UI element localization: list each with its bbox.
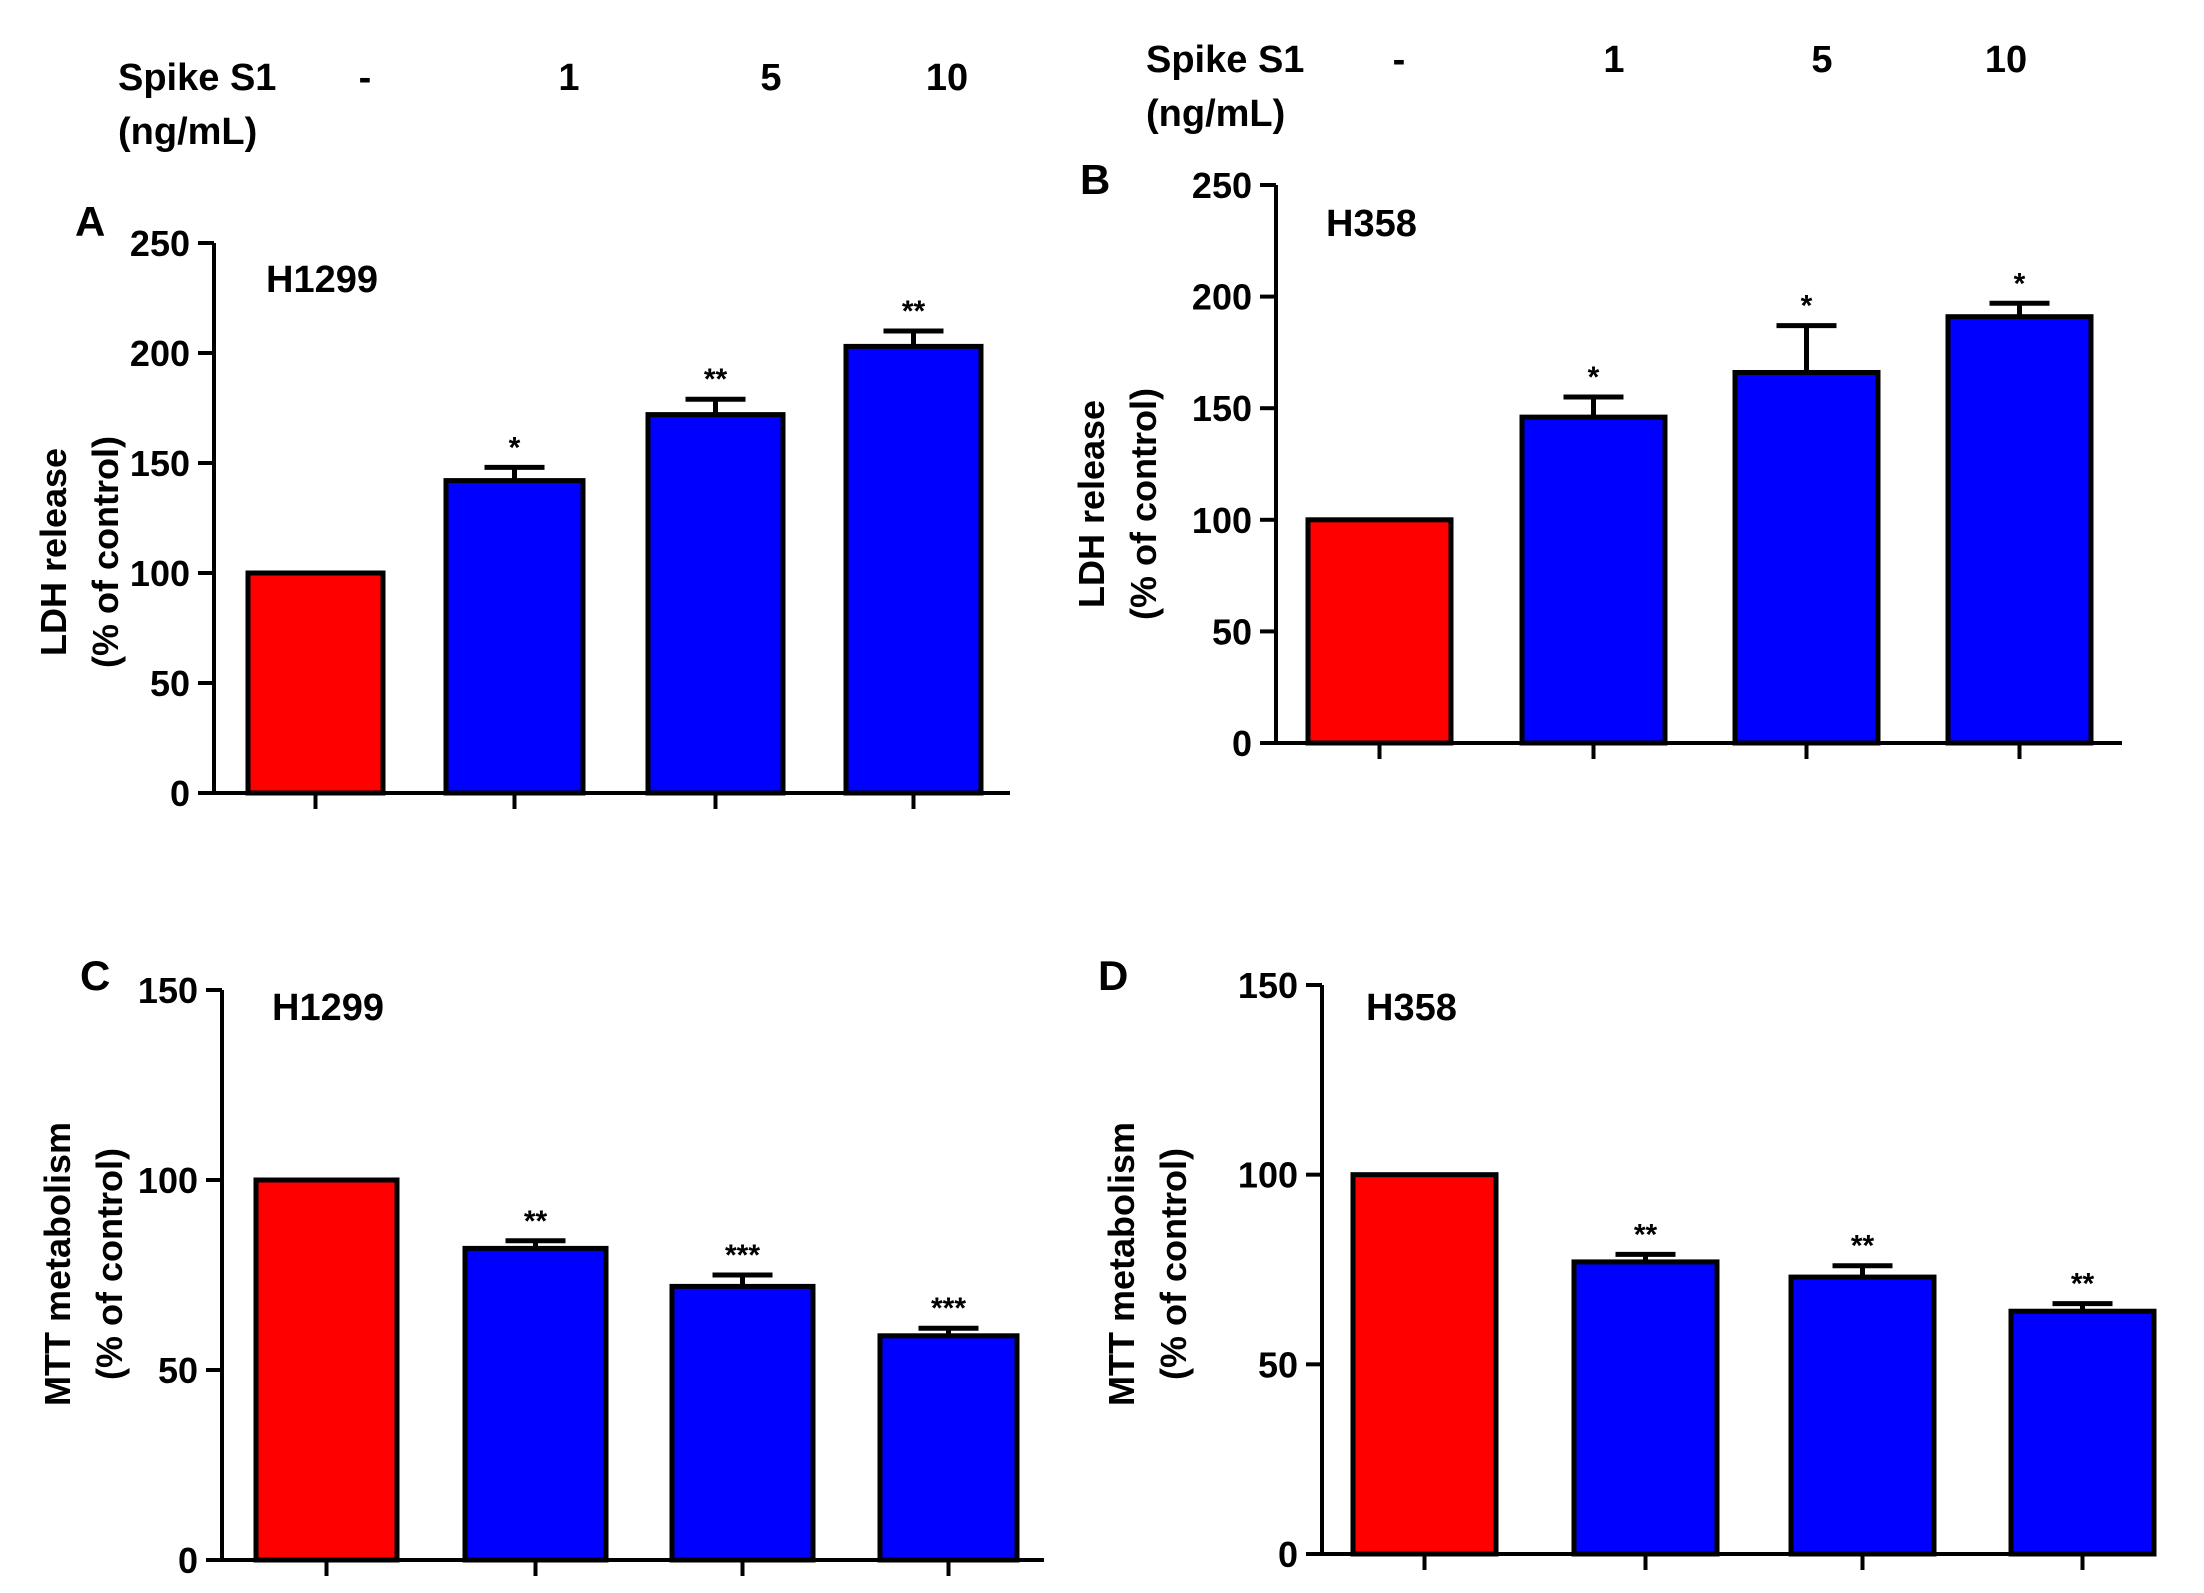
y-tick-label: 50 [150,663,190,704]
significance-label: * [2014,267,2026,300]
header-dose: - [1393,39,1406,81]
bar [877,1333,1020,1563]
header-dose: 5 [760,57,781,99]
y-axis-label: LDH release [1071,400,1112,608]
y-axis-label: MTT metabolism [37,1122,78,1406]
bar [443,478,586,796]
y-tick-label: 150 [1238,965,1298,1006]
y-tick-label: 250 [1192,165,1252,206]
header-dose: 5 [1811,39,1832,81]
bar [1519,414,1668,746]
bar [1945,314,2094,746]
panel-d: D H358 MTT metabolism (% of control) 0 50… [1098,952,2157,1575]
significance-label: ** [1634,1218,1658,1251]
header-dose: 1 [1603,39,1624,81]
panel-letter: D [1098,952,1128,999]
header-dose: - [359,57,372,99]
dose-header-left: Spike S1 (ng/mL) - 1 5 10 [118,57,968,153]
y-tick-label: 50 [158,1350,198,1391]
y-tick-label: 100 [1192,500,1252,541]
significance-label: ** [1851,1230,1875,1263]
plot-area: 0 50 100 150 200 250 * * * [1192,165,2122,764]
y-axis-label: MTT metabolism [1101,1122,1142,1406]
bar [1732,369,1881,746]
bar [245,570,386,796]
y-axis-label-unit: (% of control) [1123,388,1164,620]
dose-header-right: Spike S1 (ng/mL) - 1 5 10 [1146,39,2027,135]
significance-label: ** [704,363,728,396]
bar [253,1177,400,1563]
y-tick-label: 0 [1232,723,1252,764]
panel-subtitle: H358 [1326,203,1417,245]
y-tick-label: 200 [1192,277,1252,318]
header-dose: 10 [1985,39,2027,81]
header-label-line2: (ng/mL) [1146,93,1285,135]
y-tick-label: 0 [1278,1534,1298,1575]
significance-label: * [509,431,521,464]
panel-subtitle: H358 [1366,987,1457,1029]
bar [669,1283,816,1563]
panel-a: A H1299 LDH release (% of control) 0 50 10… [33,198,1010,814]
y-tick-label: 50 [1212,611,1252,652]
y-axis-label-unit: (% of control) [85,436,126,668]
bar [462,1245,609,1563]
y-tick-label: 150 [1192,388,1252,429]
y-axis-label-unit: (% of control) [1153,1148,1194,1380]
bar [1788,1274,1937,1557]
significance-label: ** [2071,1268,2095,1301]
y-tick-label: 100 [130,553,190,594]
y-tick-label: 0 [178,1540,198,1581]
y-tick-label: 50 [1258,1344,1298,1385]
significance-label: *** [931,1292,966,1325]
significance-label: * [1801,290,1813,323]
header-label-line2: (ng/mL) [118,111,257,153]
y-tick-label: 150 [138,970,198,1011]
significance-label: ** [524,1205,548,1238]
header-dose: 10 [926,57,968,99]
y-tick-label: 200 [130,333,190,374]
y-tick-label: 100 [1238,1155,1298,1196]
panel-subtitle: H1299 [266,259,378,301]
panel-b: B H358 LDH release (% of control) 0 50 100… [1071,156,2122,764]
y-tick-label: 250 [130,223,190,264]
header-label-line1: Spike S1 [118,57,276,99]
y-tick-label: 150 [130,443,190,484]
bar [1305,517,1454,746]
significance-label: * [1588,361,1600,394]
y-axis-label-unit: (% of control) [89,1148,130,1380]
significance-label: *** [725,1239,760,1272]
plot-area: 0 50 100 150 ** ** ** [1238,965,2157,1575]
y-axis-label: LDH release [33,448,74,656]
bar [645,412,786,796]
header-label-line1: Spike S1 [1146,39,1304,81]
bar [843,343,984,796]
header-dose: 1 [558,57,579,99]
panel-letter: A [75,198,105,245]
y-tick-label: 0 [170,773,190,814]
panel-c: C H1299 MTT metabolism (% of control) 0 5… [37,952,1044,1581]
significance-label: ** [902,295,926,328]
bar [1571,1259,1720,1557]
bar [2008,1308,2157,1557]
y-tick-label: 100 [138,1160,198,1201]
panel-letter: B [1080,156,1110,203]
bar [1350,1172,1499,1557]
panel-letter: C [80,952,110,999]
panel-subtitle: H1299 [272,987,384,1029]
